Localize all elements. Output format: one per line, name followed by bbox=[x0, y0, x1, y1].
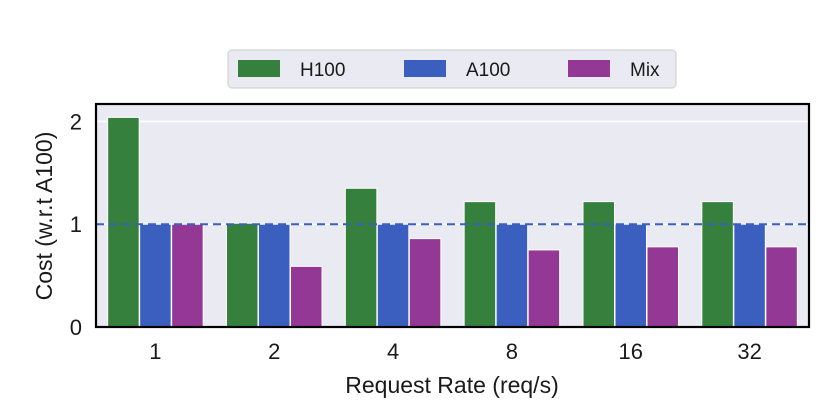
bar-h100-16 bbox=[582, 201, 615, 328]
legend-swatch-mix bbox=[568, 60, 610, 77]
legend-box bbox=[227, 49, 677, 89]
bar-a100-32 bbox=[733, 223, 766, 328]
bar-mix-16 bbox=[646, 246, 679, 328]
legend-swatch-h100 bbox=[238, 60, 280, 77]
x-tick-label: 16 bbox=[619, 339, 643, 364]
bar-h100-4 bbox=[344, 187, 378, 328]
bar-a100-16 bbox=[614, 223, 647, 328]
y-tick-label: 2 bbox=[70, 109, 82, 134]
bar-mix-2 bbox=[290, 265, 323, 328]
x-tick-label: 4 bbox=[387, 339, 399, 364]
y-axis-ticks: 0 1 2 bbox=[70, 109, 82, 340]
x-tick-label: 2 bbox=[268, 339, 280, 364]
x-axis-title: Request Rate (req/s) bbox=[345, 372, 558, 398]
bar-h100-8 bbox=[463, 201, 497, 328]
legend-swatch-a100 bbox=[404, 60, 446, 77]
y-tick-label: 0 bbox=[70, 315, 82, 340]
legend-label-h100: H100 bbox=[300, 60, 345, 81]
legend: H100 A100 Mix bbox=[227, 49, 677, 89]
bar-h100-2 bbox=[226, 222, 259, 328]
x-axis-ticks: 1 2 4 8 16 32 bbox=[149, 339, 762, 364]
plot-frame bbox=[94, 102, 811, 329]
bar-mix-32 bbox=[765, 246, 798, 328]
y-axis-title: Cost (w.r.t A100) bbox=[31, 132, 57, 301]
x-tick-label: 8 bbox=[506, 339, 518, 364]
bar-h100-32 bbox=[701, 201, 734, 328]
bar-h100-1 bbox=[107, 116, 140, 328]
bar-a100-2 bbox=[258, 223, 291, 328]
bar-mix-8 bbox=[527, 249, 561, 328]
bar-a100-4 bbox=[376, 223, 410, 328]
bar-a100-1 bbox=[139, 223, 172, 328]
legend-label-mix: Mix bbox=[630, 60, 660, 81]
bar-mix-4 bbox=[408, 238, 442, 328]
bar-a100-8 bbox=[495, 223, 529, 328]
bar-mix-1 bbox=[171, 223, 204, 328]
legend-label-a100: A100 bbox=[466, 60, 510, 81]
bars bbox=[107, 116, 798, 328]
plot-area bbox=[96, 104, 809, 327]
x-tick-label: 32 bbox=[737, 339, 761, 364]
y-tick-label: 1 bbox=[70, 212, 82, 237]
x-tick-label: 1 bbox=[149, 339, 161, 364]
